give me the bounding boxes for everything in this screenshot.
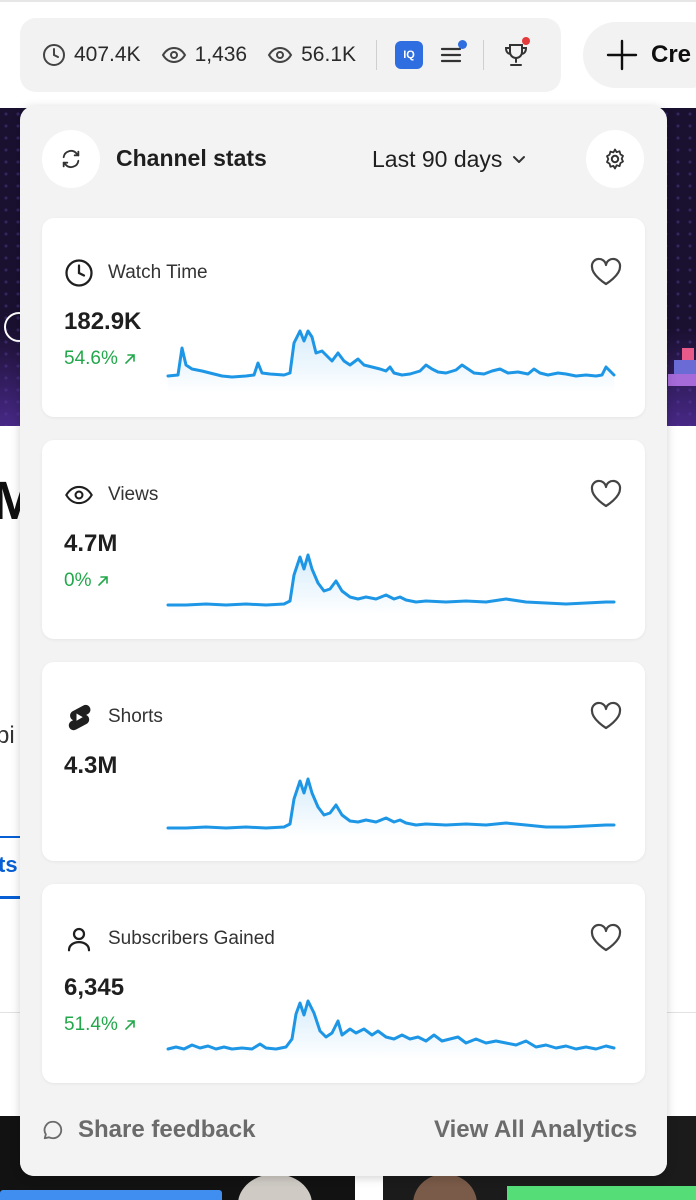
toolbar-stat-watch-time[interactable]: 407.4K bbox=[42, 43, 141, 67]
create-button-label: Cre bbox=[651, 41, 692, 68]
thumbnail-face bbox=[238, 1174, 312, 1200]
arrow-up-right-icon bbox=[98, 576, 109, 586]
page-top-border bbox=[0, 0, 696, 2]
card-value: 4.7M bbox=[64, 530, 118, 557]
sparkline-area bbox=[168, 1001, 614, 1059]
sparkline-line bbox=[166, 999, 616, 1051]
vidiq-toolbar: 407.4K 1,436 56.1K IQ bbox=[20, 18, 561, 92]
card-change: 51.4% bbox=[64, 1014, 136, 1036]
sparkline-chart bbox=[166, 999, 616, 1059]
stat-card-watch-time[interactable]: Watch Time 182.9K 54.6% bbox=[42, 218, 645, 417]
share-feedback-link[interactable]: Share feedback bbox=[42, 1116, 255, 1144]
shorts-icon bbox=[68, 704, 91, 731]
heart-icon bbox=[590, 257, 622, 286]
plus-icon bbox=[606, 39, 638, 71]
toolbar-stat-value: 1,436 bbox=[194, 43, 248, 66]
chat-bubble-icon bbox=[43, 1120, 63, 1140]
favorite-button[interactable] bbox=[588, 922, 624, 954]
eye-icon bbox=[161, 46, 186, 64]
card-label: Watch Time bbox=[108, 262, 208, 283]
toolbar-stat-value: 407.4K bbox=[74, 43, 141, 66]
toolbar-stat-views[interactable]: 1,436 bbox=[161, 43, 248, 67]
toolbar-stat-value: 56.1K bbox=[301, 43, 357, 66]
menu-icon[interactable] bbox=[439, 40, 468, 67]
sparkline-line bbox=[166, 553, 616, 607]
refresh-icon bbox=[62, 150, 80, 168]
panel-title: Channel stats bbox=[116, 145, 267, 171]
channel-description-fragment: pi bbox=[0, 722, 15, 749]
toolbar-separator bbox=[376, 40, 378, 70]
card-value: 182.9K bbox=[64, 308, 142, 335]
card-change: 54.6% bbox=[64, 348, 136, 370]
card-value: 6,345 bbox=[64, 974, 125, 1001]
eye-icon bbox=[65, 485, 93, 505]
active-tab-underline bbox=[0, 896, 20, 899]
card-change: 0% bbox=[64, 570, 109, 592]
toolbar-stat-total-views[interactable]: 56.1K bbox=[267, 43, 356, 67]
card-header: Watch Time bbox=[64, 258, 208, 288]
person-icon bbox=[67, 927, 91, 952]
refresh-button[interactable] bbox=[42, 130, 100, 188]
card-label: Subscribers Gained bbox=[108, 928, 275, 949]
stat-card-subscribers-gained[interactable]: Subscribers Gained 6,345 51.4% bbox=[42, 884, 645, 1083]
notification-dot bbox=[458, 40, 468, 49]
sparkline-area bbox=[168, 779, 614, 837]
sparkline-line bbox=[166, 329, 616, 379]
chevron-down-icon bbox=[513, 155, 526, 163]
heart-icon bbox=[590, 701, 622, 730]
card-change-value: 54.6% bbox=[64, 348, 118, 369]
card-header: Views bbox=[64, 480, 158, 510]
channel-stats-panel: Channel stats Last 90 days Watch Time 18… bbox=[20, 106, 667, 1176]
tab-top-line bbox=[0, 836, 22, 838]
sparkline-chart bbox=[166, 553, 616, 615]
create-button[interactable]: Cre bbox=[583, 22, 696, 88]
card-header: Shorts bbox=[64, 702, 163, 732]
heart-icon bbox=[590, 479, 622, 508]
favorite-button[interactable] bbox=[588, 700, 624, 732]
card-label: Views bbox=[108, 484, 159, 505]
arrow-up-right-icon bbox=[125, 354, 135, 364]
stat-card-views[interactable]: Views 4.7M 0% bbox=[42, 440, 645, 639]
sparkline-area bbox=[168, 331, 614, 393]
clock-icon bbox=[65, 259, 93, 287]
sparkline-chart bbox=[166, 329, 616, 393]
sparkline-chart bbox=[166, 777, 616, 837]
notification-dot bbox=[522, 37, 531, 45]
panel-header: Channel stats Last 90 days bbox=[20, 106, 667, 214]
favorite-button[interactable] bbox=[588, 478, 624, 510]
stat-card-shorts[interactable]: Shorts 4.3M bbox=[42, 662, 645, 861]
eye-icon bbox=[267, 46, 293, 64]
settings-button[interactable] bbox=[586, 130, 644, 188]
banner-pixel-art bbox=[668, 348, 696, 388]
card-value: 4.3M bbox=[64, 752, 118, 779]
share-feedback-label: Share feedback bbox=[78, 1116, 256, 1143]
arrow-up-right-icon bbox=[125, 1020, 135, 1030]
card-change-value: 51.4% bbox=[64, 1014, 118, 1035]
gear-icon bbox=[606, 148, 624, 170]
favorite-button[interactable] bbox=[588, 256, 624, 288]
date-range-dropdown[interactable]: Last 90 days bbox=[372, 146, 526, 173]
trophy-icon[interactable] bbox=[502, 37, 531, 69]
clock-icon bbox=[43, 44, 65, 66]
vidiq-logo-icon[interactable]: IQ bbox=[395, 41, 424, 69]
card-header: Subscribers Gained bbox=[64, 924, 275, 954]
toolbar-separator bbox=[483, 40, 485, 70]
sparkline-line bbox=[166, 777, 616, 830]
card-label: Shorts bbox=[108, 706, 163, 727]
view-all-analytics-link[interactable]: View All Analytics bbox=[434, 1116, 638, 1143]
tab-posts-fragment[interactable]: ts bbox=[0, 852, 18, 877]
thumbnail-face bbox=[413, 1174, 477, 1200]
heart-icon bbox=[590, 923, 622, 952]
date-range-value: Last 90 days bbox=[372, 146, 503, 172]
card-change-value: 0% bbox=[64, 570, 92, 591]
panel-footer: Share feedback View All Analytics bbox=[20, 1086, 667, 1176]
